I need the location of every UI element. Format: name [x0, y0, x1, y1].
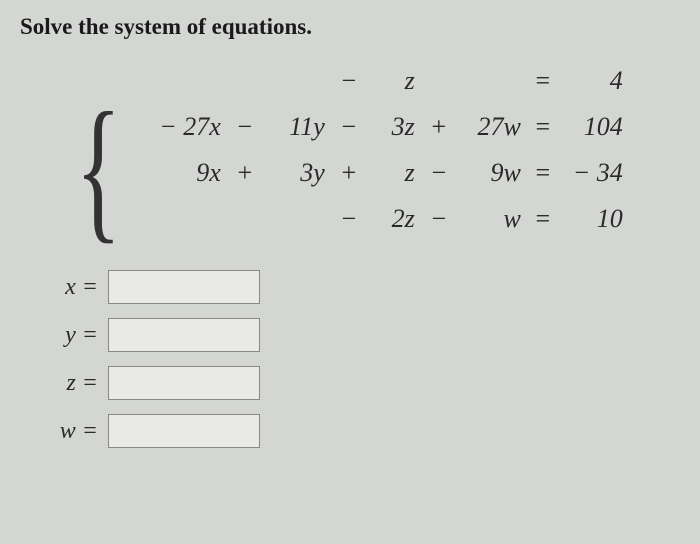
- equation-row: − 2z − w = 10: [143, 196, 623, 242]
- answer-label-x: x =: [50, 274, 108, 301]
- term-z: 3z: [373, 112, 415, 142]
- op: +: [415, 112, 463, 142]
- system-of-equations: { − z = 4 − 27x − 11y − 3z + 27w = 104 9…: [60, 58, 680, 242]
- op: +: [325, 158, 373, 188]
- equals: =: [521, 112, 565, 142]
- rhs: 4: [565, 66, 623, 96]
- rhs: 104: [565, 112, 623, 142]
- term-z: z: [373, 158, 415, 188]
- answer-label-z: z =: [50, 370, 108, 397]
- answer-input-x[interactable]: [108, 270, 260, 304]
- rhs: 10: [565, 204, 623, 234]
- op: −: [221, 112, 269, 142]
- answer-input-w[interactable]: [108, 414, 260, 448]
- term-w: 9w: [463, 158, 521, 188]
- op: −: [415, 204, 463, 234]
- brace-left: {: [75, 100, 121, 236]
- equations-grid: − z = 4 − 27x − 11y − 3z + 27w = 104 9x …: [143, 58, 623, 242]
- answer-input-z[interactable]: [108, 366, 260, 400]
- term-z: z: [373, 66, 415, 96]
- answer-row-x: x =: [50, 270, 680, 304]
- op: −: [325, 112, 373, 142]
- op: −: [415, 158, 463, 188]
- answer-label-y: y =: [50, 322, 108, 349]
- op: −: [325, 204, 373, 234]
- equation-row: − 27x − 11y − 3z + 27w = 104: [143, 104, 623, 150]
- equals: =: [521, 158, 565, 188]
- term-w: w: [463, 204, 521, 234]
- term-x: − 27x: [143, 112, 221, 142]
- term-w: 27w: [463, 112, 521, 142]
- rhs: − 34: [565, 158, 623, 188]
- answer-label-w: w =: [50, 418, 108, 445]
- answer-input-y[interactable]: [108, 318, 260, 352]
- equals: =: [521, 66, 565, 96]
- answer-row-y: y =: [50, 318, 680, 352]
- term-x: 9x: [143, 158, 221, 188]
- term-z: 2z: [373, 204, 415, 234]
- term-y: 11y: [269, 112, 325, 142]
- equation-row: 9x + 3y + z − 9w = − 34: [143, 150, 623, 196]
- answer-row-w: w =: [50, 414, 680, 448]
- answer-row-z: z =: [50, 366, 680, 400]
- page-title: Solve the system of equations.: [20, 14, 680, 40]
- op: +: [221, 158, 269, 188]
- equals: =: [521, 204, 565, 234]
- op: −: [325, 66, 373, 96]
- term-y: 3y: [269, 158, 325, 188]
- equation-row: − z = 4: [143, 58, 623, 104]
- answers-section: x = y = z = w =: [50, 270, 680, 448]
